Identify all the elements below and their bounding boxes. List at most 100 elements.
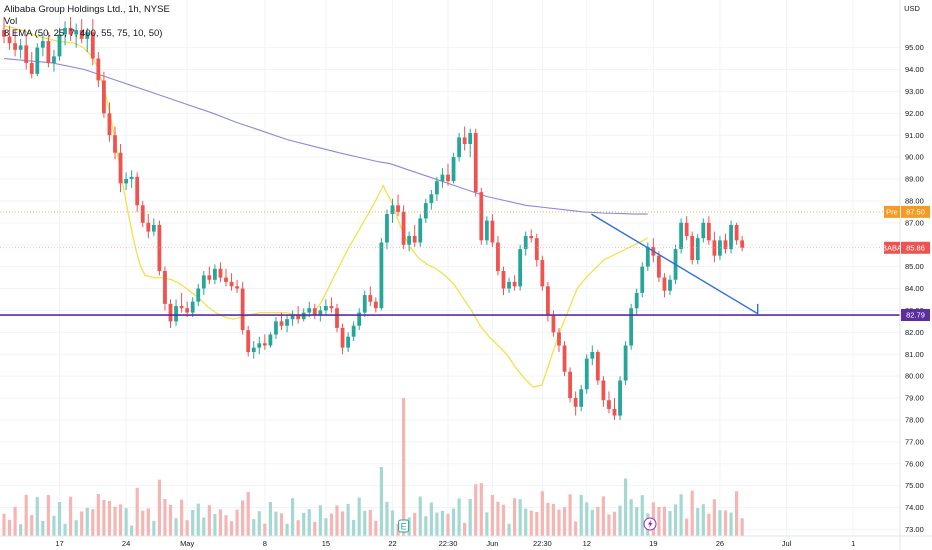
volume-bar <box>429 502 433 536</box>
y-tick-label: 80.00 <box>905 372 924 381</box>
volume-bar <box>268 502 272 536</box>
y-tick-label: 85.00 <box>905 262 924 271</box>
level-tag: 82.79 <box>901 309 930 322</box>
candle-body <box>301 312 306 320</box>
volume-bar <box>685 518 689 536</box>
volume-bar <box>568 494 572 536</box>
candle-series <box>2 16 745 420</box>
last-price-tag-value: 85.86 <box>906 243 925 252</box>
candle-body <box>279 321 284 326</box>
candle-body <box>224 277 228 282</box>
pre-market-tag-label: Pre <box>886 208 898 217</box>
volume-bar <box>490 495 494 536</box>
candle-body <box>257 343 262 348</box>
x-tick-label: 24 <box>122 539 130 548</box>
volume-bar <box>507 523 511 536</box>
volume-bar <box>252 519 256 536</box>
volume-bar <box>723 510 728 536</box>
candle-body <box>706 222 711 241</box>
y-tick-label: 94.00 <box>905 65 924 74</box>
candle-body <box>657 255 661 278</box>
candle-body <box>346 336 350 348</box>
volume-bar <box>662 506 667 536</box>
legend-symbol[interactable]: Alibaba Group Holdings Ltd., 1h, NYSE <box>4 4 170 15</box>
candle-body <box>640 266 645 293</box>
volume-bar <box>718 510 722 536</box>
last-price-tag-value-bg <box>901 241 930 254</box>
candle-body <box>113 135 117 153</box>
candle-body <box>201 275 206 289</box>
candle-body <box>557 332 561 346</box>
y-tick-label: 74.00 <box>905 503 924 512</box>
candle-body <box>218 268 223 278</box>
volume-bar <box>279 513 284 536</box>
candle-body <box>90 32 95 59</box>
y-tick-label: 91.00 <box>905 131 924 140</box>
candle-body <box>740 240 745 248</box>
candle-body <box>607 400 611 409</box>
last-price-tag: BABA 85.86 <box>882 241 930 254</box>
candle-body <box>690 235 695 261</box>
volume-bar <box>296 520 300 536</box>
candle-body <box>440 174 445 182</box>
volume-bar <box>396 523 400 536</box>
volume-bar <box>640 495 644 536</box>
candle-body <box>318 310 323 315</box>
candle-body <box>429 194 434 204</box>
price-scale-currency: USD <box>904 4 920 13</box>
candle-body <box>734 225 739 241</box>
x-tick-label: 15 <box>322 539 330 548</box>
candle-body <box>457 137 461 158</box>
x-tick-label: 1 <box>851 539 855 548</box>
pre-market-tag-label-bg <box>884 205 900 218</box>
candle-body <box>629 308 634 346</box>
candle-body <box>579 389 584 407</box>
y-tick-label: 93.00 <box>905 87 924 96</box>
candle-body <box>501 271 506 289</box>
legend-ema[interactable]: 8 EMA (50, 25, 7, 400, 55, 75, 10, 50) <box>4 28 163 39</box>
candle-body <box>623 345 628 381</box>
candle-body <box>52 56 56 63</box>
candle-body <box>451 157 456 182</box>
volume-bar <box>707 513 711 536</box>
volume-bar <box>529 510 533 536</box>
x-tick-label: Jul <box>782 539 792 548</box>
volume-bar <box>291 498 295 536</box>
volume-bar <box>185 520 189 536</box>
volume-bar <box>19 524 23 536</box>
volume-bar <box>229 521 234 536</box>
legend-volume[interactable]: Vol <box>4 16 18 27</box>
candle-body <box>340 327 345 348</box>
volume-bar <box>335 505 339 536</box>
volume-bar <box>202 517 206 536</box>
candle-body <box>135 176 140 206</box>
x-tick-label: 17 <box>55 539 63 548</box>
volume-bar <box>574 521 578 536</box>
volume-bar <box>113 506 117 536</box>
candle-body <box>307 308 312 313</box>
candle-body <box>7 36 12 44</box>
ema-slow-line <box>3 58 648 215</box>
volume-bar <box>107 501 112 536</box>
volume-bar <box>696 508 700 536</box>
candle-body <box>324 306 328 311</box>
volume-bar <box>130 525 134 536</box>
volume-bar <box>69 496 73 536</box>
volume-bar <box>13 506 17 536</box>
candle-body <box>568 371 572 399</box>
candle-body <box>129 176 134 180</box>
y-tick-label: 89.00 <box>905 175 924 184</box>
volume-bar <box>346 504 350 536</box>
y-tick-label: 92.00 <box>905 109 924 118</box>
candle-body <box>196 288 201 302</box>
volume-bar <box>318 505 322 536</box>
candle-body <box>290 314 295 320</box>
volume-bar <box>80 511 84 536</box>
volume-bar <box>141 510 145 536</box>
volume-bar <box>657 507 661 536</box>
volume-bar <box>451 508 456 536</box>
volume-bar <box>629 499 633 536</box>
candle-body <box>35 47 40 74</box>
